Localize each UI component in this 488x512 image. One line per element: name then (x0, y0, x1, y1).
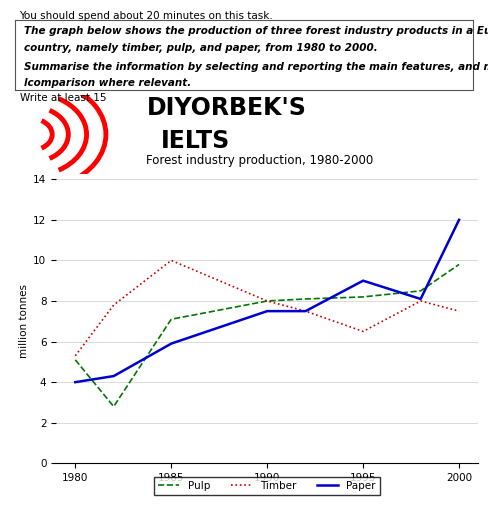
Text: lcomparison where relevant.: lcomparison where relevant. (24, 78, 191, 88)
Text: IELTS: IELTS (161, 129, 230, 153)
Text: You should spend about 20 minutes on this task.: You should spend about 20 minutes on thi… (20, 11, 273, 22)
Text: The graph below shows the production of three forest industry products in a Euro: The graph below shows the production of … (24, 26, 488, 36)
Text: Summarise the information by selecting and reporting the main features, and make: Summarise the information by selecting a… (24, 62, 488, 72)
Text: Forest industry production, 1980-2000: Forest industry production, 1980-2000 (146, 154, 374, 166)
Text: DIYORBEK'S: DIYORBEK'S (146, 96, 306, 120)
Y-axis label: million tonnes: million tonnes (19, 284, 29, 358)
Text: country, namely timber, pulp, and paper, from 1980 to 2000.: country, namely timber, pulp, and paper,… (24, 42, 378, 53)
Text: Write at least 15: Write at least 15 (20, 93, 106, 103)
Legend: Pulp, Timber, Paper: Pulp, Timber, Paper (154, 477, 380, 495)
